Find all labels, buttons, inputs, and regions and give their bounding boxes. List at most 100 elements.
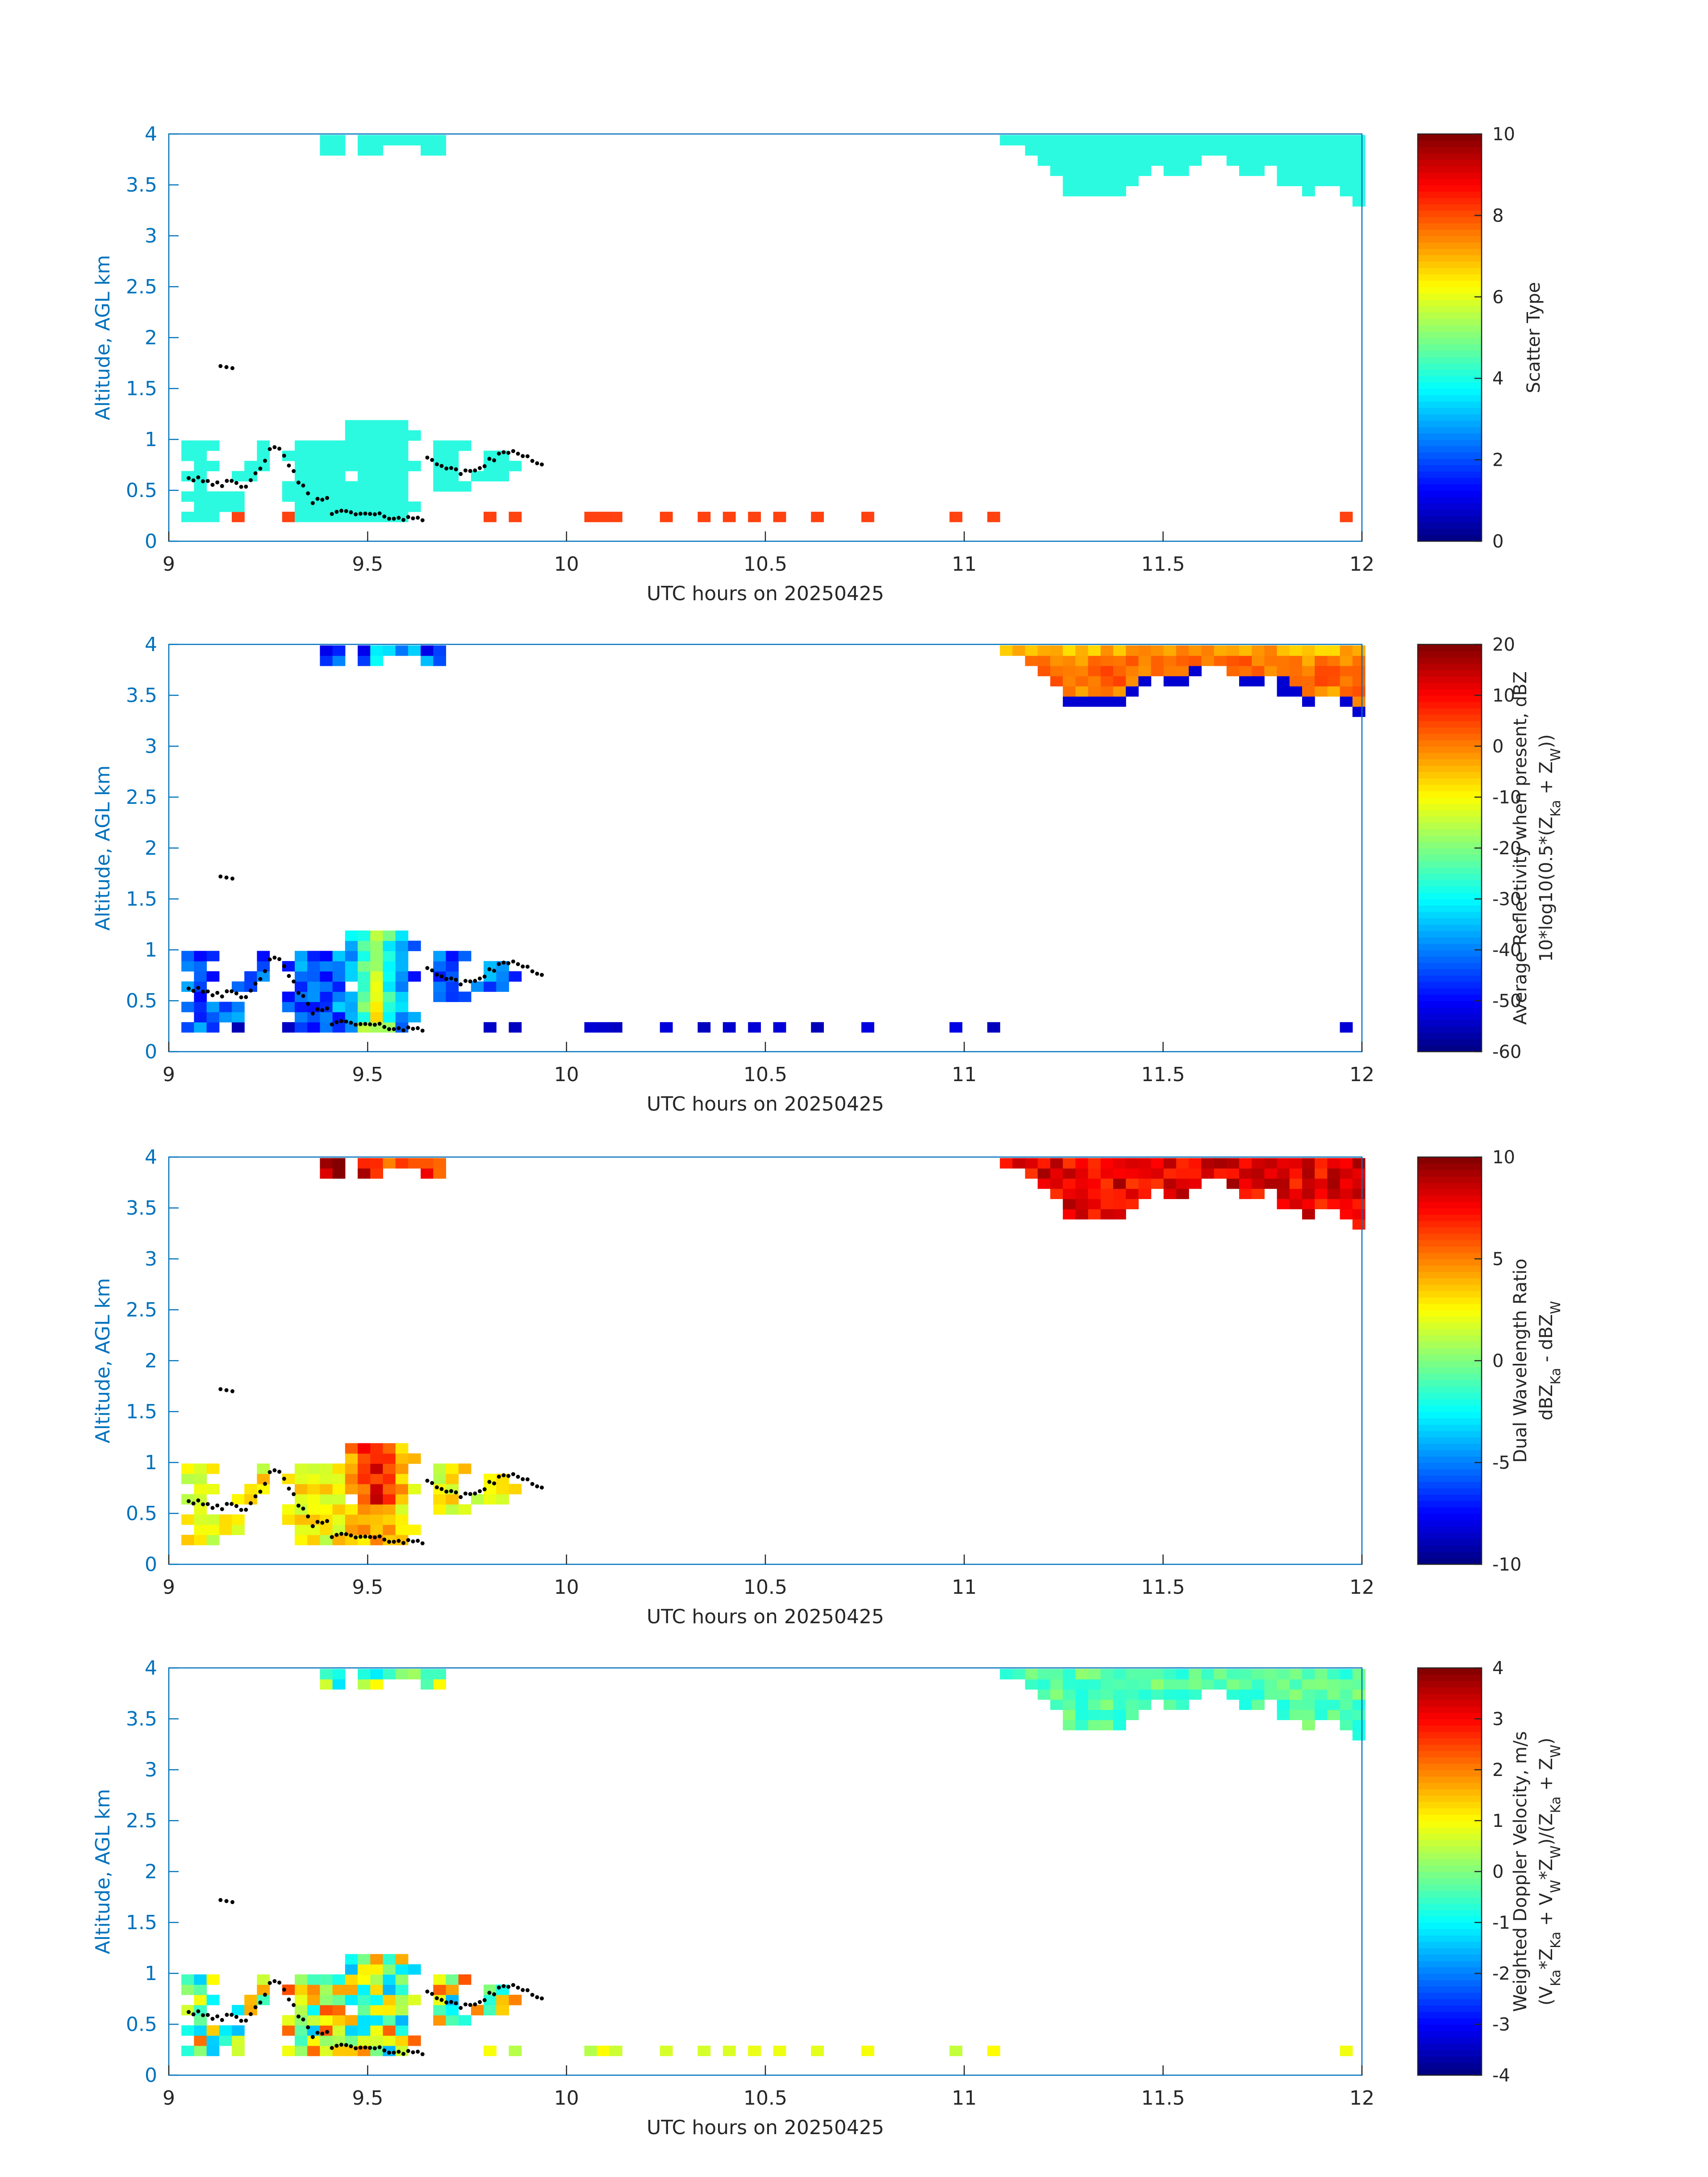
heatmap-cell — [320, 1168, 333, 1179]
heatmap-cell — [395, 645, 409, 656]
heatmap-cell — [1315, 645, 1328, 656]
heatmap-cell — [345, 1514, 358, 1525]
heatmap-cell — [1075, 135, 1089, 146]
colorbar-segment — [1418, 242, 1482, 249]
cloud-base-marker — [363, 1534, 367, 1539]
cloud-base-marker — [397, 1026, 401, 1030]
cloud-base-marker — [224, 875, 229, 880]
heatmap-cell — [370, 951, 383, 961]
colorbar-segment — [1418, 1770, 1482, 1777]
cloud-base-marker — [430, 1992, 434, 1996]
heatmap-cell — [1113, 155, 1126, 166]
cloud-base-marker — [372, 2046, 377, 2051]
cloud-base-marker — [310, 1011, 315, 1016]
heatmap-cell — [332, 471, 346, 482]
heatmap-cell — [1226, 145, 1240, 156]
colorbar-segment — [1418, 2037, 1482, 2044]
cloud-base-marker — [315, 2031, 320, 2035]
heatmap-cell — [370, 2035, 383, 2046]
heatmap-cell — [1037, 135, 1051, 146]
x-tick-label: 9.5 — [352, 1063, 383, 1086]
cloud-base-marker — [387, 1540, 391, 1544]
colorbar-tick-label: 3 — [1492, 1709, 1503, 1730]
heatmap-cell — [383, 460, 396, 472]
colorbar-segment — [1418, 2068, 1482, 2076]
heatmap-cell — [1340, 1158, 1353, 1169]
colorbar-segment — [1418, 490, 1482, 497]
heatmap-cell — [282, 1002, 295, 1012]
x-tick-label: 12 — [1349, 1063, 1374, 1086]
heatmap-cell — [610, 2045, 622, 2056]
heatmap-cell — [282, 511, 295, 522]
y-tick-label: 1 — [145, 1451, 157, 1474]
cloud-base-marker — [315, 497, 320, 501]
heatmap-cell — [194, 1463, 207, 1474]
y-tick-label: 3 — [145, 735, 157, 758]
heatmap-cell — [358, 451, 371, 461]
heatmap-cell — [307, 1494, 320, 1505]
heatmap-cell — [219, 2025, 232, 2036]
heatmap-cell — [1126, 1178, 1139, 1189]
cloud-base-marker — [420, 2052, 425, 2056]
heatmap-cell — [395, 491, 409, 502]
heatmap-cell — [1277, 656, 1290, 666]
colorbar-segment — [1418, 1469, 1482, 1476]
colorbar-segment — [1418, 702, 1482, 709]
heatmap-cell — [484, 971, 497, 982]
heatmap-cell — [1252, 1679, 1265, 1690]
cloud-base-marker — [224, 365, 229, 369]
heatmap-cell — [1050, 155, 1063, 166]
heatmap-cell — [282, 1474, 295, 1484]
heatmap-cell — [1327, 175, 1341, 186]
heatmap-cell — [433, 1463, 446, 1474]
heatmap-cell — [194, 1525, 207, 1535]
heatmap-cell — [1277, 1679, 1290, 1690]
heatmap-cell — [1289, 175, 1303, 186]
heatmap-cell — [1239, 1188, 1252, 1199]
heatmap-cell — [471, 471, 484, 482]
cloud-base-marker — [287, 464, 291, 468]
x-axis-label: UTC hours on 20250425 — [647, 1605, 884, 1628]
heatmap-cell — [433, 645, 446, 656]
heatmap-cell — [395, 1443, 409, 1454]
y-tick-label: 0.5 — [126, 1502, 157, 1525]
colorbar-segment — [1418, 1405, 1482, 1412]
colorbar-segment — [1418, 950, 1482, 957]
cloud-base-marker — [224, 1388, 229, 1392]
cloud-base-marker — [230, 1900, 234, 1904]
colorbar-segment — [1418, 2031, 1482, 2038]
heatmap-cell — [1037, 1168, 1051, 1179]
heatmap-cell — [446, 1504, 459, 1515]
heatmap-cell — [584, 2045, 597, 2056]
heatmap-cell — [307, 1483, 320, 1495]
x-tick-label: 10 — [554, 553, 579, 576]
colorbar-segment — [1418, 1335, 1482, 1342]
colorbar-segment — [1418, 1757, 1482, 1764]
heatmap-cell — [408, 2035, 421, 2046]
heatmap-cell — [1138, 1679, 1152, 1690]
heatmap-cell — [1352, 1199, 1366, 1209]
cloud-base-marker — [377, 511, 382, 515]
heatmap-cell — [1327, 155, 1341, 166]
cloud-base-marker — [392, 517, 396, 521]
heatmap-cell — [282, 1514, 295, 1525]
cloud-base-marker — [196, 986, 200, 990]
heatmap-cell — [358, 1964, 371, 1975]
cloud-base-marker — [205, 479, 210, 483]
heatmap-cell — [332, 1012, 346, 1023]
colorbar-tick-label: -50 — [1492, 991, 1521, 1011]
heatmap-cell — [332, 511, 346, 522]
heatmap-cell — [1100, 1188, 1114, 1199]
colorbar-segment — [1418, 1833, 1482, 1840]
heatmap-cell — [307, 1504, 320, 1515]
heatmap-cell — [987, 511, 1000, 522]
heatmap-cell — [295, 1474, 308, 1484]
heatmap-cell — [307, 1534, 320, 1546]
heatmap-cell — [1264, 1168, 1278, 1179]
colorbar-segment — [1418, 267, 1482, 275]
heatmap-cell — [320, 145, 333, 156]
colorbar-segment — [1418, 657, 1482, 664]
heatmap-cell — [370, 1494, 383, 1505]
heatmap-cell — [1151, 1689, 1164, 1700]
